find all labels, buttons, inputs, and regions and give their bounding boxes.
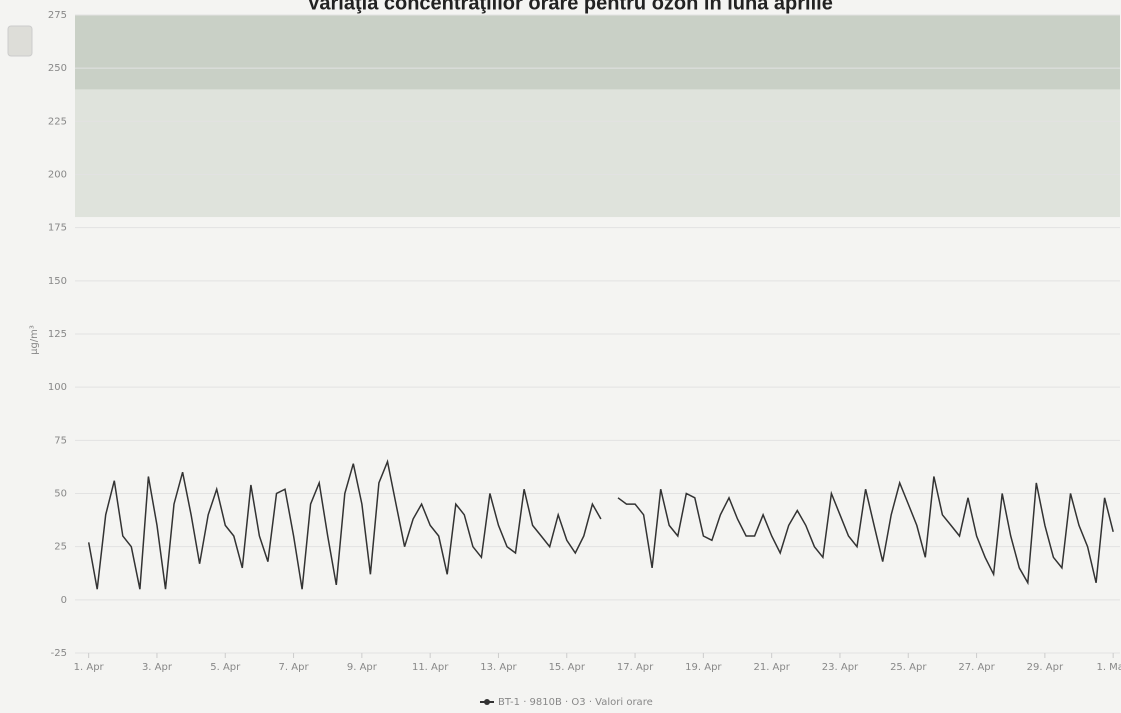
y-tick-label: 75	[54, 435, 67, 446]
series-line	[87, 458, 1114, 590]
chart-title: Variaţia concentraţiilor orare pentru oz…	[307, 0, 833, 14]
y-tick-label: 275	[48, 10, 67, 21]
x-tick-label: 21. Apr	[753, 662, 790, 673]
y-tick-label: 0	[61, 595, 67, 606]
y-tick-label: 250	[48, 63, 67, 74]
y-tick-label: 50	[54, 489, 67, 500]
x-tick-label: 25. Apr	[890, 662, 927, 673]
y-tick-label: 175	[48, 223, 67, 234]
plot-band	[75, 89, 1120, 218]
x-tick-label: 7. Apr	[279, 662, 310, 673]
y-tick-label: 150	[48, 276, 67, 287]
x-tick-label: 3. Apr	[142, 662, 173, 673]
y-tick-label: 200	[48, 170, 67, 181]
x-tick-label: 19. Apr	[685, 662, 722, 673]
menu-button[interactable]	[7, 25, 33, 57]
y-tick-label: -25	[51, 648, 67, 659]
y-axis-label: µg/m³	[29, 325, 40, 355]
x-tick-label: 1. May	[1096, 662, 1121, 673]
y-tick-label: 225	[48, 116, 67, 127]
x-tick-label: 15. Apr	[549, 662, 586, 673]
y-tick-label: 100	[48, 382, 67, 393]
legend-label: BT-1 · 9810B · O3 · Valori orare	[498, 697, 653, 708]
x-tick-label: 23. Apr	[822, 662, 859, 673]
x-tick-label: 11. Apr	[412, 662, 449, 673]
x-tick-label: 9. Apr	[347, 662, 378, 673]
x-tick-label: 1. Apr	[74, 662, 105, 673]
y-tick-label: 25	[54, 542, 67, 553]
legend-marker	[484, 699, 490, 705]
x-tick-label: 27. Apr	[958, 662, 995, 673]
x-tick-label: 17. Apr	[617, 662, 654, 673]
y-tick-label: 125	[48, 329, 67, 340]
x-tick-label: 29. Apr	[1027, 662, 1064, 673]
x-tick-label: 13. Apr	[480, 662, 517, 673]
x-tick-label: 5. Apr	[210, 662, 241, 673]
plot-band	[75, 15, 1120, 90]
